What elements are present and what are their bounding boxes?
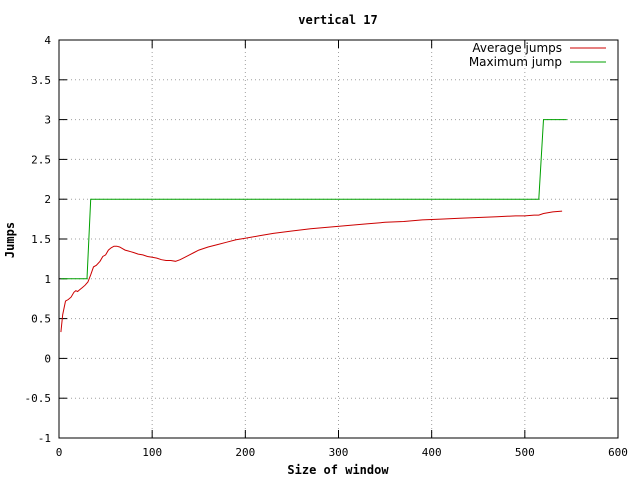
y-axis-ticks: -1 -0.5 0 0.5 1 1.5 2 2.5 3 3.5 4	[25, 34, 618, 445]
x-tick-label: 500	[515, 446, 535, 459]
y-tick-label: -1	[38, 432, 51, 445]
x-tick-label: 100	[142, 446, 162, 459]
x-axis-label: Size of window	[287, 463, 389, 477]
y-tick-label: 0.5	[31, 313, 51, 326]
series-line-0	[60, 210, 563, 333]
x-tick-label: 0	[56, 446, 63, 459]
data-series	[60, 119, 567, 333]
y-tick-label: 3	[44, 114, 51, 127]
series-line-1	[60, 119, 567, 280]
y-tick-label: 1.5	[31, 233, 51, 246]
y-tick-label: 0	[44, 352, 51, 365]
x-axis-ticks: 0 100 200 300 400 500 600	[56, 40, 628, 459]
y-tick-label: -0.5	[25, 392, 52, 405]
chart-title: vertical 17	[298, 13, 377, 27]
legend-label-1: Maximum jump	[469, 55, 562, 69]
y-tick-label: 2	[44, 193, 51, 206]
y-tick-label: 1	[44, 273, 51, 286]
y-axis-label: Jumps	[3, 222, 17, 258]
y-tick-label: 4	[44, 34, 51, 47]
y-tick-label: 2.5	[31, 153, 51, 166]
x-tick-label: 400	[422, 446, 442, 459]
plot-frame	[58, 39, 619, 439]
y-tick-label: 3.5	[31, 74, 51, 87]
legend-label-0: Average jumps	[472, 41, 562, 55]
x-tick-label: 600	[608, 446, 628, 459]
x-tick-label: 300	[329, 446, 349, 459]
x-tick-label: 200	[235, 446, 255, 459]
grid-lines	[59, 40, 618, 438]
